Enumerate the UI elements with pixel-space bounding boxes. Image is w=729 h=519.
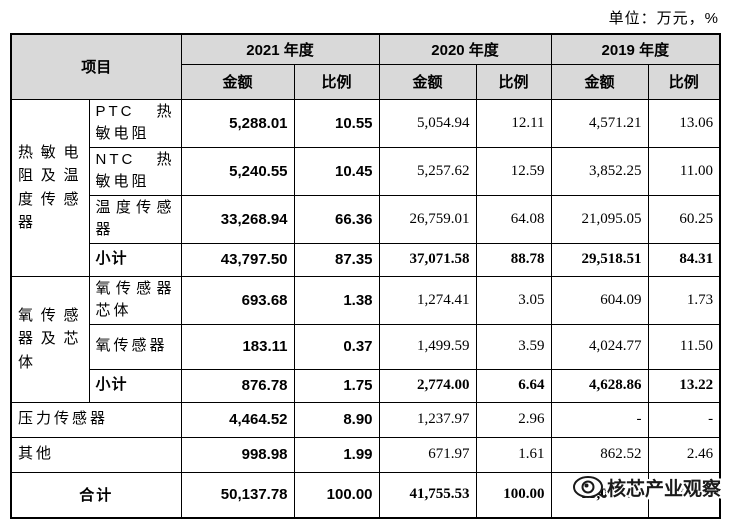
amount-2019-cell: 4,024.77 xyxy=(550,323,649,370)
header-year-2021: 2021 年度 xyxy=(180,33,380,65)
ratio-2021-cell: 0.37 xyxy=(293,323,380,370)
ratio-2020-cell: 64.08 xyxy=(475,194,552,244)
ratio-2019-cell: 11.50 xyxy=(647,323,721,370)
row-label: 氧传感器芯体 xyxy=(88,275,182,325)
amount-2019-cell: 29,518.51 xyxy=(550,242,649,277)
revenue-breakdown-table: 项目 2021 年度 2020 年度 2019 年度 金额 比例 金额 比例 金… xyxy=(10,33,722,519)
row-label: 氧传感器 xyxy=(88,323,182,370)
ratio-2021-cell: 1.99 xyxy=(293,436,380,473)
row-label: 小计 xyxy=(88,242,182,277)
amount-2020-cell: 37,071.58 xyxy=(378,242,477,277)
ratio-2019-cell: - xyxy=(647,401,721,438)
ratio-2020-cell: 3.05 xyxy=(475,275,552,325)
ratio-2021-cell: 87.35 xyxy=(293,242,380,277)
table-row: 温度传感器 33,268.94 66.36 26,759.01 64.08 21… xyxy=(11,194,721,244)
total-row: 合计 50,137.78 100.00 41,755.53 100.00 35,… xyxy=(10,471,721,519)
table-row: 其他 998.98 1.99 671.97 1.61 862.52 2.46 xyxy=(10,436,721,473)
amount-2020-cell: 1,274.41 xyxy=(378,275,477,325)
table-row: 热敏电阻及温度传感器 PTC 热敏电阻 5,288.01 10.55 5,054… xyxy=(10,98,721,277)
ratio-2020-cell: 88.78 xyxy=(475,242,552,277)
ratio-2021-cell: 8.90 xyxy=(293,401,380,438)
table-row: 压力传感器 4,464.52 8.90 1,237.97 2.96 - - xyxy=(10,401,721,438)
header-item: 项目 xyxy=(10,33,182,100)
amount-2019-cell: 4,571.21 xyxy=(550,98,649,148)
row-label: 合计 xyxy=(10,471,182,519)
ratio-2021-cell: 10.55 xyxy=(293,98,380,148)
ratio-2019-cell: 2.46 xyxy=(647,436,721,473)
amount-2020-cell: 26,759.01 xyxy=(378,194,477,244)
table-row: 氧传感器及芯体 氧传感器芯体 693.68 1.38 1,274.41 3.05… xyxy=(10,275,721,403)
header-ratio-2019: 比例 xyxy=(647,63,721,100)
ratio-2020-cell: 2.96 xyxy=(475,401,552,438)
ratio-2020-cell: 3.59 xyxy=(475,323,552,370)
header-year-2019: 2019 年度 xyxy=(550,33,721,65)
subtotal-row: 小计 876.78 1.75 2,774.00 6.64 4,628.86 13… xyxy=(11,368,721,403)
ratio-2021-cell: 1.38 xyxy=(293,275,380,325)
amount-2021-cell: 998.98 xyxy=(180,436,295,473)
unit-label: 单位：万元，% xyxy=(608,10,719,27)
ratio-2020-cell: 12.11 xyxy=(475,98,552,148)
amount-2020-cell: 1,237.97 xyxy=(378,401,477,438)
ratio-2019-cell: 84.31 xyxy=(647,242,721,277)
ratio-2020-cell: 12.59 xyxy=(475,146,552,196)
amount-2019-cell: - xyxy=(550,401,649,438)
amount-2021-cell: 693.68 xyxy=(180,275,295,325)
amount-2021-cell: 183.11 xyxy=(180,323,295,370)
header-year-2020: 2020 年度 xyxy=(378,33,552,65)
amount-2019-cell: 862.52 xyxy=(550,436,649,473)
ratio-2019-cell: 100.00 xyxy=(647,471,721,519)
header-amount-2021: 金额 xyxy=(180,63,295,100)
amount-2019-cell: 35,009.89 xyxy=(550,471,649,519)
amount-2019-cell: 21,095.05 xyxy=(550,194,649,244)
header-row-years: 项目 2021 年度 2020 年度 2019 年度 xyxy=(10,33,721,100)
amount-2021-cell: 5,288.01 xyxy=(180,98,295,148)
amount-2020-cell: 1,499.59 xyxy=(378,323,477,370)
header-ratio-2021: 比例 xyxy=(293,63,380,100)
row-label: 小计 xyxy=(88,368,182,403)
row-label: 其他 xyxy=(10,436,182,473)
amount-2021-cell: 876.78 xyxy=(180,368,295,403)
ratio-2021-cell: 100.00 xyxy=(293,471,380,519)
amount-2021-cell: 4,464.52 xyxy=(180,401,295,438)
amount-2020-cell: 41,755.53 xyxy=(378,471,477,519)
ratio-2021-cell: 66.36 xyxy=(293,194,380,244)
header-amount-2019: 金额 xyxy=(550,63,649,100)
ratio-2020-cell: 100.00 xyxy=(475,471,552,519)
ratio-2019-cell: 13.22 xyxy=(647,368,721,403)
row-label: 压力传感器 xyxy=(10,401,182,438)
amount-2020-cell: 5,257.62 xyxy=(378,146,477,196)
header-amount-2020: 金额 xyxy=(378,63,477,100)
amount-2020-cell: 5,054.94 xyxy=(378,98,477,148)
row-label: 温度传感器 xyxy=(88,194,182,244)
ratio-2020-cell: 1.61 xyxy=(475,436,552,473)
ratio-2019-cell: 13.06 xyxy=(647,98,721,148)
table-row: NTC 热敏电阻 5,240.55 10.45 5,257.62 12.59 3… xyxy=(11,146,721,196)
header-row-metrics: 金额 比例 金额 比例 金额 比例 xyxy=(11,63,721,100)
ratio-2020-cell: 6.64 xyxy=(475,368,552,403)
amount-2021-cell: 50,137.78 xyxy=(180,471,295,519)
ratio-2019-cell: 60.25 xyxy=(647,194,721,244)
amount-2021-cell: 33,268.94 xyxy=(180,194,295,244)
amount-2021-cell: 5,240.55 xyxy=(180,146,295,196)
subtotal-row: 小计 43,797.50 87.35 37,071.58 88.78 29,51… xyxy=(11,242,721,277)
group-label-thermistor: 热敏电阻及温度传感器 xyxy=(10,98,90,277)
amount-2019-cell: 4,628.86 xyxy=(550,368,649,403)
row-label: PTC 热敏电阻 xyxy=(88,98,182,148)
ratio-2019-cell: 11.00 xyxy=(647,146,721,196)
header-ratio-2020: 比例 xyxy=(475,63,552,100)
amount-2019-cell: 604.09 xyxy=(550,275,649,325)
table-row: 氧传感器 183.11 0.37 1,499.59 3.59 4,024.77 … xyxy=(11,323,721,370)
ratio-2021-cell: 10.45 xyxy=(293,146,380,196)
amount-2020-cell: 2,774.00 xyxy=(378,368,477,403)
amount-2020-cell: 671.97 xyxy=(378,436,477,473)
ratio-2021-cell: 1.75 xyxy=(293,368,380,403)
ratio-2019-cell: 1.73 xyxy=(647,275,721,325)
amount-2019-cell: 3,852.25 xyxy=(550,146,649,196)
row-label: NTC 热敏电阻 xyxy=(88,146,182,196)
amount-2021-cell: 43,797.50 xyxy=(180,242,295,277)
group-label-oxygen-sensor: 氧传感器及芯体 xyxy=(10,275,90,403)
